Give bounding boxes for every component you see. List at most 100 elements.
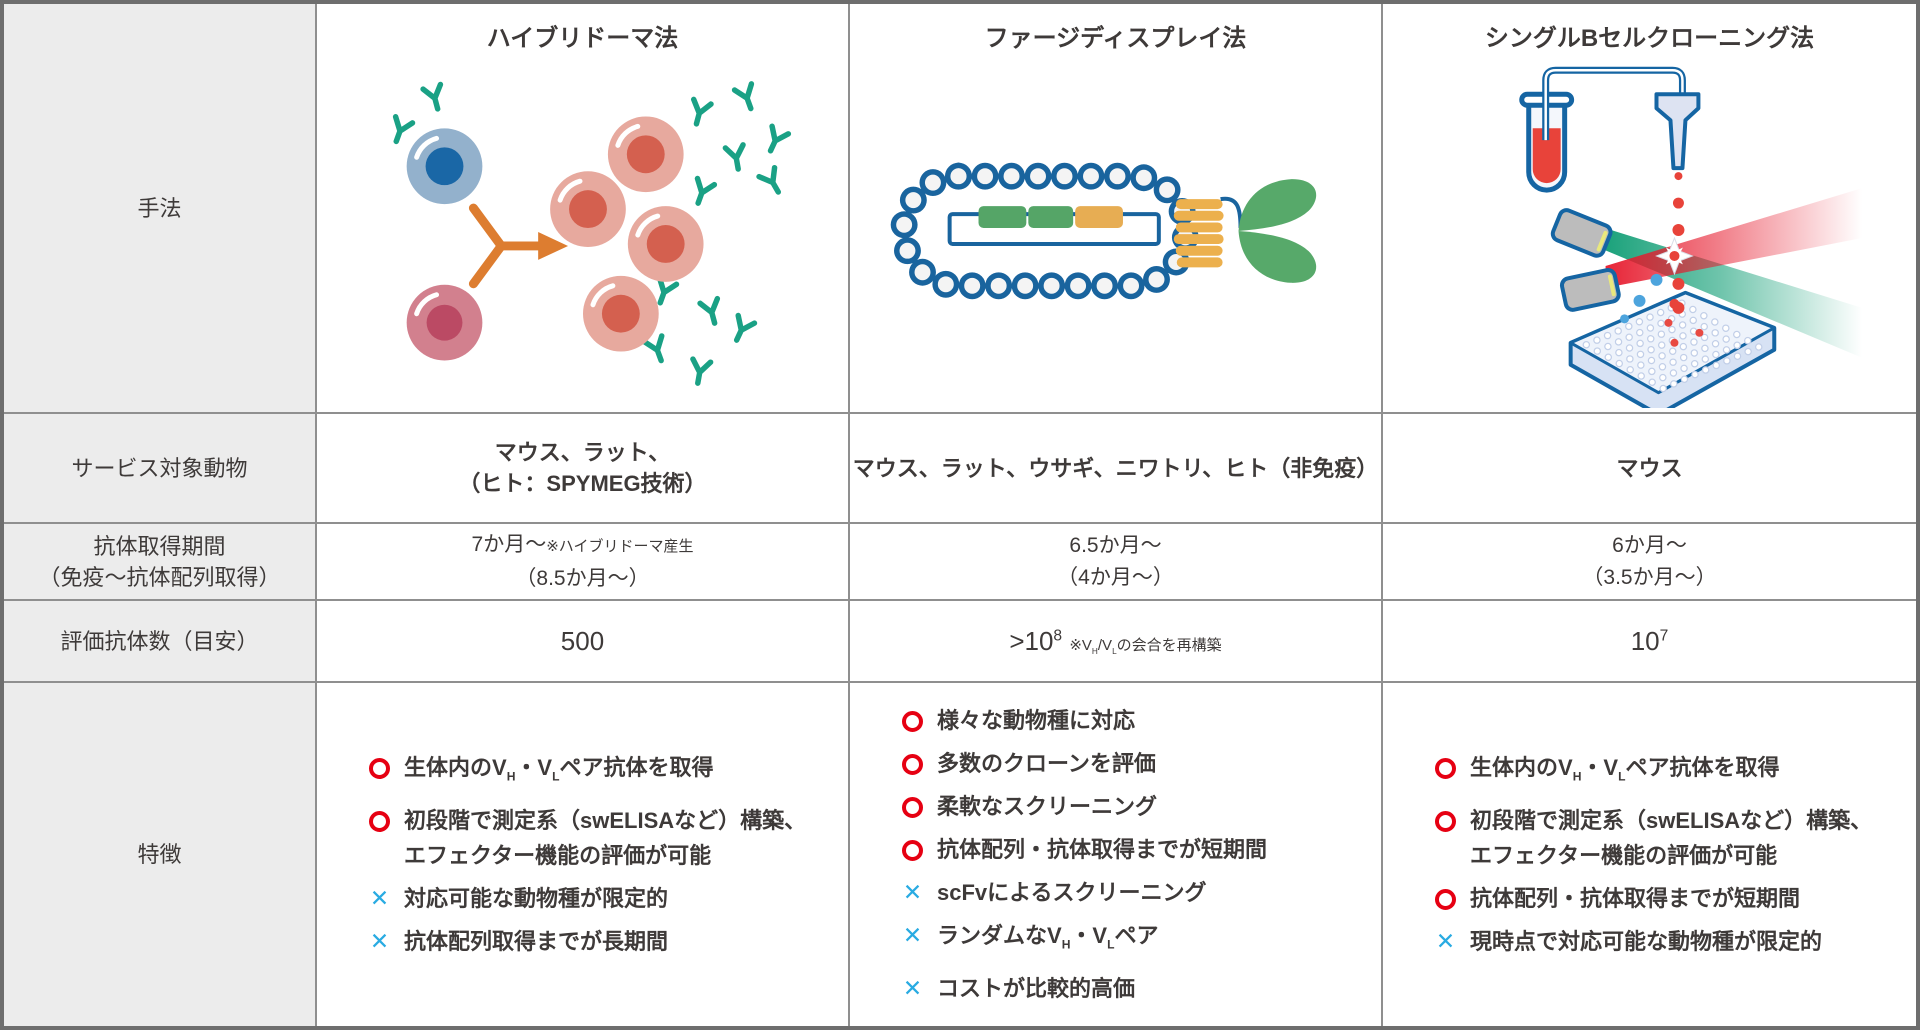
feature-text: エフェクター機能の評価が可能 — [1470, 842, 1778, 868]
sub-text: H — [1572, 769, 1582, 784]
pro-circle-icon — [1435, 888, 1456, 910]
period-hybridoma: 7か月〜※ハイブリドーマ産生 （8.5か月〜） — [317, 524, 850, 601]
method-column-hybridoma: ハイブリドーマ法 — [317, 4, 850, 414]
feature-text: 初段階で測定系（swELISAなど）構築、 — [1470, 807, 1873, 833]
sub-text: L — [1112, 646, 1117, 656]
feature-item: 抗体配列・抗体取得までが短期間 — [902, 834, 1267, 865]
count-hybridoma: 500 — [317, 601, 850, 683]
feature-item: 様々な動物種に対応 — [902, 705, 1135, 736]
feature-text: 抗体配列取得までが長期間 — [404, 928, 669, 954]
pro-circle-icon — [902, 754, 923, 776]
feature-text: 様々な動物種に対応 — [937, 708, 1136, 734]
con-cross-icon: ✕ — [902, 974, 923, 1001]
features-hybridoma: 生体内のVH・VLペア抗体を取得初段階で測定系（swELISAなど）構築、 エフェ… — [317, 683, 850, 1026]
illustration-wrap — [850, 53, 1381, 412]
sub-text: H — [506, 769, 516, 784]
pro-circle-icon — [1435, 810, 1456, 832]
phage-genome — [947, 205, 1161, 246]
sub-text: H — [1091, 646, 1098, 656]
pro-circle-icon — [902, 711, 923, 733]
method-column-phage-display: ファージディスプレイ法 — [850, 4, 1383, 414]
row-label-period: 抗体取得期間 （免疫〜抗体配列取得） — [4, 524, 317, 601]
feature-text: scFvによるスクリーニング — [937, 880, 1207, 906]
sorter-nozzle — [1654, 91, 1701, 170]
text-line: 500 — [560, 625, 605, 656]
feature-text: 初段階で測定系（swELISAなど）構築、 — [404, 807, 807, 833]
text-line: サービス対象動物 — [71, 455, 248, 481]
method-column-single-b-cell: シングルBセルクローニング法 — [1383, 4, 1916, 414]
row-label-count: 評価抗体数（目安） — [4, 601, 317, 683]
phage-connector — [1220, 196, 1243, 228]
myeloma-cell — [406, 284, 483, 361]
laser-emitter-upper — [1550, 207, 1613, 258]
annotation-note: ※VH/VLの会合を再構築 — [1069, 636, 1222, 656]
text-line: 6か月〜 — [1612, 533, 1687, 557]
b-cell — [406, 127, 483, 204]
annotation-note: ※ハイブリドーマ産生 — [546, 537, 694, 555]
pro-circle-icon — [902, 840, 923, 862]
feature-item: 生体内のVH・VLペア抗体を取得 — [1435, 752, 1780, 792]
features-single-b-cell: 生体内のVH・VLペア抗体を取得初段階で測定系（swELISAなど）構築、 エフェ… — [1383, 683, 1916, 1026]
text-line: 6.5か月〜 — [1069, 533, 1162, 557]
feature-text: 柔軟なスクリーニング — [937, 794, 1158, 820]
feature-text: 抗体配列・抗体取得までが短期間 — [937, 837, 1268, 863]
feature-text: 生体内のVH・VLペア抗体を取得 — [1470, 755, 1780, 784]
feature-item: エフェクター機能の評価が可能 — [1470, 840, 1777, 871]
feature-item: 柔軟なスクリーニング — [902, 791, 1157, 822]
feature-text: ランダムなVH・VLペア — [937, 923, 1159, 952]
cell-droplets — [1633, 171, 1685, 314]
feature-text: コストが比較的高価 — [937, 975, 1136, 1001]
feature-item: 抗体配列・抗体取得までが短期間 — [1435, 883, 1800, 914]
blood-test-tube — [1519, 91, 1575, 193]
text-line: >108 ※VH/VLの会合を再構築 — [1009, 625, 1222, 656]
text-line: マウス、ラット、ウサギ、ニワトリ、ヒト（非免疫） — [852, 455, 1379, 481]
single-b-cell-cloning-illustration — [1519, 66, 1863, 408]
animals-single-b-cell: マウス — [1383, 414, 1916, 524]
text-line: （免疫〜抗体配列取得） — [38, 564, 281, 590]
sub-text: L — [1107, 937, 1115, 952]
con-cross-icon: ✕ — [1435, 927, 1456, 954]
feature-text: エフェクター機能の評価が可能 — [404, 842, 712, 868]
sup-text: 7 — [1659, 626, 1669, 644]
feature-item: ✕ 抗体配列取得までが長期間 — [369, 926, 668, 957]
feature-item: 多数のクローンを評価 — [902, 748, 1156, 779]
method-title: シングルBセルクローニング法 — [1484, 25, 1815, 52]
animals-phage-display: マウス、ラット、ウサギ、ニワトリ、ヒト（非免疫） — [850, 414, 1383, 524]
feature-item: ✕ コストが比較的高価 — [902, 973, 1135, 1004]
text-line: 107 — [1630, 625, 1669, 656]
displayed-scfv-tail — [1238, 178, 1317, 283]
feature-text: 生体内のVH・VLペア抗体を取得 — [404, 755, 714, 784]
text-line: （3.5か月〜） — [1582, 565, 1717, 589]
text-line: マウス、ラット、 — [494, 440, 671, 465]
feature-item: エフェクター機能の評価が可能 — [404, 840, 711, 871]
period-phage-display: 6.5か月〜 （4か月〜） — [850, 524, 1383, 601]
laser-emitter-lower — [1559, 267, 1621, 312]
row-label-method: 手法 — [4, 4, 317, 414]
microplate — [1568, 290, 1777, 408]
con-cross-icon: ✕ — [369, 927, 390, 954]
row-label-animals: サービス対象動物 — [4, 414, 317, 524]
text-line: マウス — [1616, 455, 1683, 481]
feature-item: 初段階で測定系（swELISAなど）構築、 — [369, 805, 806, 836]
features-phage-display: 様々な動物種に対応 多数のクローンを評価 柔軟なスクリーニング抗体配列・抗体取得まで… — [850, 683, 1383, 1026]
transfer-pipe — [1542, 66, 1686, 140]
pro-circle-icon — [1435, 758, 1456, 780]
feature-text: 現時点で対応可能な動物種が限定的 — [1470, 928, 1823, 954]
count-single-b-cell: 107 — [1383, 601, 1916, 683]
illustration-wrap — [1383, 53, 1916, 412]
con-cross-icon: ✕ — [902, 879, 923, 906]
sub-text: L — [552, 769, 560, 784]
count-phage-display: >108 ※VH/VLの会合を再構築 — [850, 601, 1383, 683]
feature-text: 多数のクローンを評価 — [937, 751, 1156, 777]
text-line: 7か月〜※ハイブリドーマ産生 — [471, 532, 694, 556]
phage-display-illustration — [890, 162, 1317, 299]
feature-item: 生体内のVH・VLペア抗体を取得 — [369, 752, 714, 792]
sub-text: H — [1061, 937, 1071, 952]
animals-hybridoma: マウス、ラット、 （ヒト：SPYMEG技術） — [317, 414, 850, 524]
pro-circle-icon — [369, 758, 390, 780]
illustration-wrap — [317, 53, 848, 412]
period-single-b-cell: 6か月〜 （3.5か月〜） — [1383, 524, 1916, 601]
feature-item: ✕ scFvによるスクリーニング — [902, 877, 1207, 908]
hybridoma-cells — [550, 115, 704, 352]
